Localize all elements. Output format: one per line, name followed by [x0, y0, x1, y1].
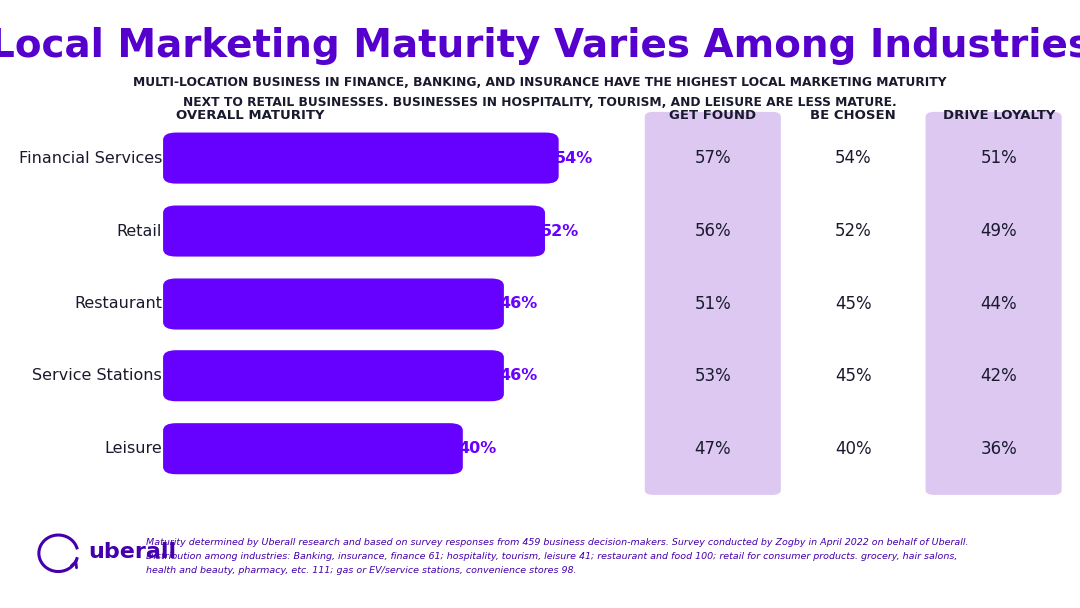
- FancyBboxPatch shape: [163, 423, 463, 474]
- Text: 57%: 57%: [694, 149, 731, 167]
- FancyBboxPatch shape: [645, 112, 781, 495]
- Text: 40%: 40%: [459, 441, 497, 456]
- Text: 46%: 46%: [500, 368, 538, 383]
- Text: MULTI-LOCATION BUSINESS IN FINANCE, BANKING, AND INSURANCE HAVE THE HIGHEST LOCA: MULTI-LOCATION BUSINESS IN FINANCE, BANK…: [133, 76, 947, 108]
- FancyBboxPatch shape: [163, 278, 504, 330]
- Text: OVERALL MATURITY: OVERALL MATURITY: [176, 109, 325, 122]
- Text: 46%: 46%: [500, 297, 538, 311]
- Text: Maturity determined by Uberall research and based on survey responses from 459 b: Maturity determined by Uberall research …: [146, 538, 969, 575]
- FancyBboxPatch shape: [163, 206, 545, 257]
- FancyBboxPatch shape: [926, 112, 1062, 495]
- Text: 40%: 40%: [835, 440, 872, 458]
- Text: DRIVE LOYALTY: DRIVE LOYALTY: [943, 109, 1055, 122]
- Text: 52%: 52%: [835, 222, 872, 240]
- Text: 42%: 42%: [981, 367, 1017, 385]
- Text: 36%: 36%: [981, 440, 1017, 458]
- Text: Service Stations: Service Stations: [32, 368, 162, 383]
- Text: 45%: 45%: [835, 295, 872, 313]
- FancyBboxPatch shape: [163, 133, 558, 184]
- Text: 54%: 54%: [554, 151, 593, 165]
- Text: Local Marketing Maturity Varies Among Industries: Local Marketing Maturity Varies Among In…: [0, 27, 1080, 66]
- Text: 47%: 47%: [694, 440, 731, 458]
- Text: 53%: 53%: [694, 367, 731, 385]
- Text: 52%: 52%: [541, 224, 579, 238]
- Text: 51%: 51%: [981, 149, 1017, 167]
- Text: 44%: 44%: [981, 295, 1017, 313]
- Text: 45%: 45%: [835, 367, 872, 385]
- Text: BE CHOSEN: BE CHOSEN: [810, 109, 896, 122]
- Text: 54%: 54%: [835, 149, 872, 167]
- Text: 56%: 56%: [694, 222, 731, 240]
- Text: Restaurant: Restaurant: [75, 297, 162, 311]
- FancyBboxPatch shape: [163, 350, 504, 401]
- Text: Financial Services: Financial Services: [18, 151, 162, 165]
- Text: 51%: 51%: [694, 295, 731, 313]
- Text: Leisure: Leisure: [105, 441, 162, 456]
- Text: uberall: uberall: [89, 542, 177, 562]
- Text: GET FOUND: GET FOUND: [670, 109, 756, 122]
- Text: Retail: Retail: [117, 224, 162, 238]
- Text: 49%: 49%: [981, 222, 1017, 240]
